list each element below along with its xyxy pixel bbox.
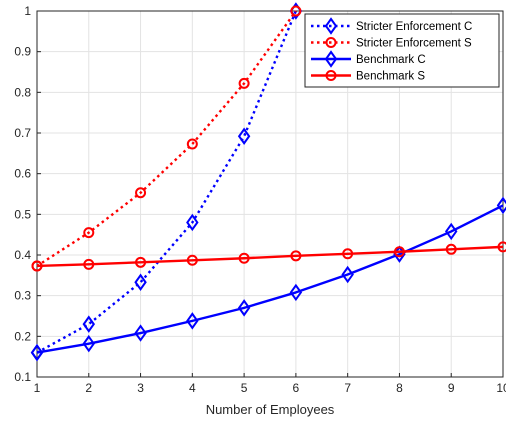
data-point <box>30 343 44 362</box>
y-tick-label: 0.7 <box>14 126 31 140</box>
data-point <box>186 312 199 330</box>
x-tick-label: 9 <box>448 381 455 395</box>
data-point <box>83 258 95 270</box>
data-point <box>186 138 198 150</box>
data-point <box>237 127 251 145</box>
series-group <box>30 2 506 362</box>
series-line-benchmark-c <box>36 204 504 354</box>
legend-label: Stricter Enforcement S <box>356 38 472 50</box>
legend-marker <box>325 37 337 48</box>
series-line-stricter-enforcement-s <box>36 10 297 267</box>
data-point <box>497 241 506 253</box>
data-point <box>83 227 95 239</box>
data-point <box>444 222 458 241</box>
data-point <box>289 283 303 302</box>
series-line-benchmark-s <box>36 245 504 268</box>
data-point <box>393 246 405 258</box>
data-point <box>186 213 199 232</box>
legend-label: Benchmark C <box>356 54 426 66</box>
x-tick-label: 6 <box>293 381 300 395</box>
x-tick-label: 1 <box>34 381 41 395</box>
y-tick-label: 0.8 <box>14 85 31 99</box>
data-point <box>134 324 147 342</box>
y-tick-label: 0.9 <box>14 45 31 59</box>
data-point <box>134 273 147 291</box>
data-point <box>135 187 147 199</box>
y-tick-label: 0.4 <box>14 248 31 262</box>
legend-marker <box>324 17 338 35</box>
data-point <box>82 315 96 333</box>
data-point <box>31 260 43 272</box>
x-tick-label: 4 <box>189 381 196 395</box>
y-tick-label: 0.3 <box>14 289 31 303</box>
series-stricter-enforcement-s <box>31 5 302 272</box>
y-tick-label: 0.5 <box>14 207 31 221</box>
x-tick-label: 5 <box>241 381 248 395</box>
data-point <box>186 254 198 266</box>
data-point <box>82 334 96 353</box>
series-benchmark-s <box>31 241 506 272</box>
x-tick-label: 7 <box>344 381 351 395</box>
plot-frame <box>36 10 504 378</box>
data-point <box>238 252 250 264</box>
x-tick-label: 10 <box>496 381 506 395</box>
data-point <box>237 299 251 317</box>
x-tick-label: 3 <box>137 381 144 395</box>
legend-marker <box>324 50 338 68</box>
data-point <box>290 250 302 262</box>
y-tick-label: 0.6 <box>14 167 31 181</box>
data-point <box>341 265 354 284</box>
y-tick-label: 1 <box>24 4 31 18</box>
data-point <box>496 196 506 215</box>
data-point <box>238 77 250 89</box>
data-point <box>290 5 302 17</box>
series-stricter-enforcement-c <box>30 2 303 362</box>
y-tick-label: 0.1 <box>14 370 31 384</box>
series-line-stricter-enforcement-c <box>36 10 297 354</box>
y-tick-label: 0.2 <box>14 329 31 343</box>
data-point <box>135 256 147 268</box>
data-point <box>445 243 457 255</box>
data-point <box>342 248 354 260</box>
legend-label: Stricter Enforcement C <box>356 21 472 33</box>
x-axis-title: Number of Employees <box>206 402 335 417</box>
x-tick-label: 2 <box>85 381 92 395</box>
x-tick-label: 8 <box>396 381 403 395</box>
legend-label: Benchmark S <box>356 71 425 83</box>
legend-marker <box>325 70 337 81</box>
axis-ticks: 1 2 3 4 5 6 7 8 9 10 0.1 0.2 0.3 0.4 0.5 0.6 0.7 0.8 0.9 1 <box>14 4 506 395</box>
legend: Stricter Enforcement C Stricter Enforceme… <box>304 13 500 88</box>
